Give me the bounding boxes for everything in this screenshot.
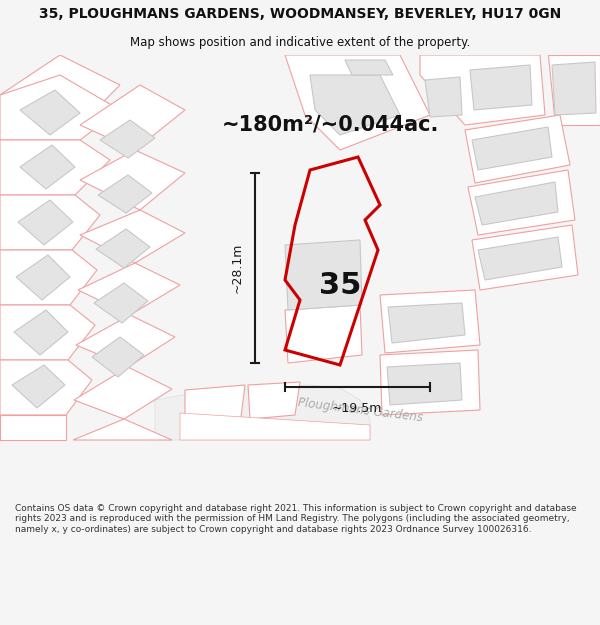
Polygon shape	[98, 175, 152, 213]
Text: ~180m²/~0.044ac.: ~180m²/~0.044ac.	[221, 115, 439, 135]
Polygon shape	[310, 75, 400, 135]
Polygon shape	[80, 85, 185, 150]
Polygon shape	[0, 305, 95, 360]
Polygon shape	[0, 75, 120, 140]
Polygon shape	[0, 55, 120, 125]
Polygon shape	[76, 315, 175, 367]
Polygon shape	[20, 145, 75, 189]
Text: Map shows position and indicative extent of the property.: Map shows position and indicative extent…	[130, 36, 470, 49]
Polygon shape	[78, 263, 180, 315]
Polygon shape	[0, 195, 100, 250]
Polygon shape	[73, 419, 172, 440]
Polygon shape	[285, 55, 430, 150]
Polygon shape	[0, 140, 110, 195]
Text: Ploughmans Gardens: Ploughmans Gardens	[297, 396, 423, 424]
Polygon shape	[425, 77, 462, 117]
Polygon shape	[552, 62, 596, 115]
Polygon shape	[475, 182, 558, 225]
Polygon shape	[100, 120, 155, 158]
Polygon shape	[80, 150, 185, 210]
Polygon shape	[470, 65, 532, 110]
Polygon shape	[94, 283, 148, 323]
Polygon shape	[388, 303, 465, 343]
Text: 35, PLOUGHMANS GARDENS, WOODMANSEY, BEVERLEY, HU17 0GN: 35, PLOUGHMANS GARDENS, WOODMANSEY, BEVE…	[39, 7, 561, 21]
Text: ~19.5m: ~19.5m	[332, 402, 382, 416]
Polygon shape	[92, 337, 144, 377]
Polygon shape	[80, 210, 185, 263]
Polygon shape	[478, 237, 562, 280]
Polygon shape	[465, 115, 570, 183]
Polygon shape	[74, 367, 172, 419]
Polygon shape	[548, 55, 600, 125]
Polygon shape	[380, 350, 480, 415]
Polygon shape	[16, 255, 70, 300]
Text: 35: 35	[319, 271, 361, 299]
Polygon shape	[387, 363, 462, 405]
Polygon shape	[472, 127, 552, 170]
Polygon shape	[380, 290, 480, 353]
Polygon shape	[0, 360, 92, 415]
Polygon shape	[472, 225, 578, 290]
Polygon shape	[345, 60, 393, 75]
Polygon shape	[18, 200, 73, 245]
Polygon shape	[420, 55, 545, 125]
Polygon shape	[20, 90, 80, 135]
Polygon shape	[96, 229, 150, 268]
Polygon shape	[155, 385, 370, 440]
Polygon shape	[12, 365, 65, 408]
Polygon shape	[0, 415, 66, 440]
Polygon shape	[285, 240, 362, 310]
Polygon shape	[185, 385, 245, 430]
Text: Contains OS data © Crown copyright and database right 2021. This information is : Contains OS data © Crown copyright and d…	[15, 504, 577, 534]
Polygon shape	[285, 305, 362, 363]
Polygon shape	[180, 413, 370, 440]
Polygon shape	[14, 310, 68, 355]
Polygon shape	[0, 250, 97, 305]
Polygon shape	[248, 382, 300, 419]
Polygon shape	[468, 170, 575, 235]
Text: ~28.1m: ~28.1m	[230, 242, 244, 293]
